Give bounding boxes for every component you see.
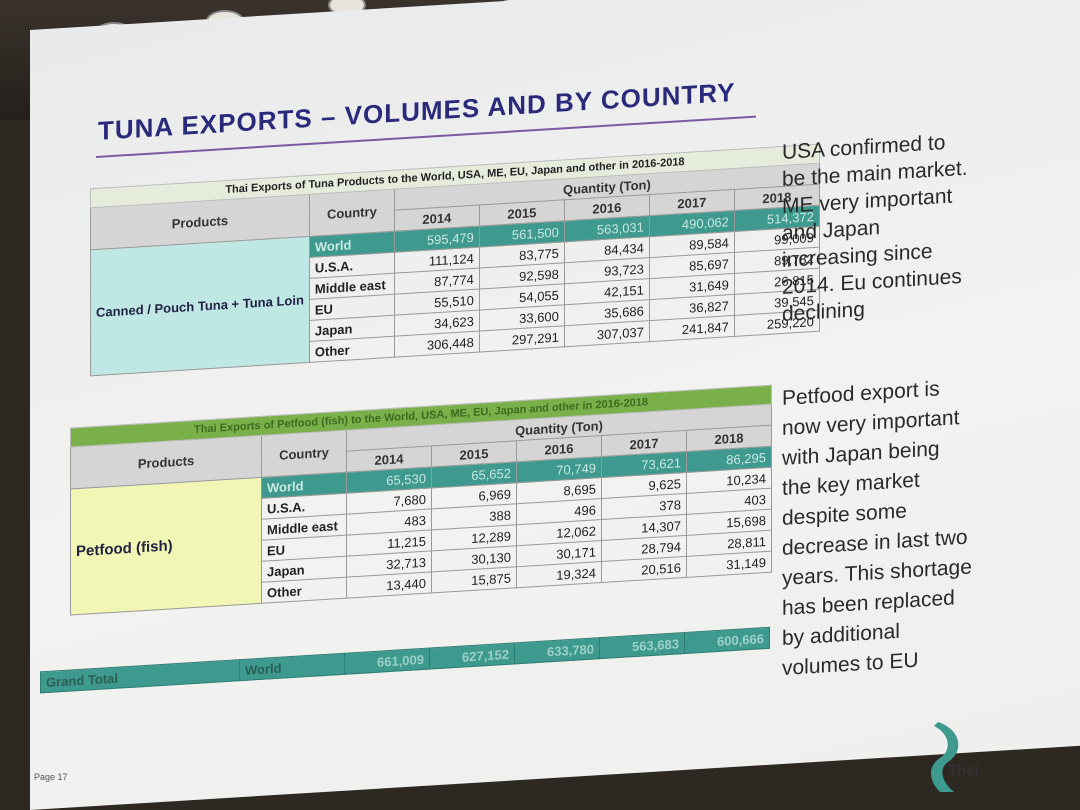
value-cell: 307,037 <box>564 320 650 347</box>
value-cell: 15,875 <box>431 566 517 593</box>
page-number: Page 17 <box>34 772 68 782</box>
tuna-exports-table: Thai Exports of Tuna Products to the Wor… <box>90 144 820 377</box>
grand-total-value: 633,780 <box>514 637 600 664</box>
country-cell: Other <box>309 336 395 363</box>
value-cell: 241,847 <box>649 315 735 342</box>
market-note: USA confirmed to be the main market. ME … <box>782 122 1062 328</box>
product-cell: Petfood (fish) <box>70 477 262 616</box>
country-header: Country <box>261 430 347 478</box>
value-cell: 20,516 <box>601 556 687 583</box>
value-cell: 31,149 <box>686 551 772 578</box>
value-cell: 297,291 <box>479 325 565 353</box>
grand-total-value: 600,666 <box>684 627 770 654</box>
value-cell: 13,440 <box>346 571 432 599</box>
projection-screen: TUNA EXPORTS – VOLUMES AND BY COUNTRY Th… <box>30 0 1080 810</box>
grand-total-row: Grand Total World 661,009 627,152 633,78… <box>40 627 770 694</box>
grand-total-label: Grand Total <box>40 659 240 693</box>
value-cell: 19,324 <box>516 561 602 588</box>
grand-total-country: World <box>239 653 345 681</box>
petfood-exports-table: Thai Exports of Petfood (fish) to the Wo… <box>70 385 772 616</box>
grand-total-value: 627,152 <box>429 642 515 670</box>
petfood-note: Petfood export is now very important wit… <box>782 367 1062 684</box>
country-cell: Other <box>261 577 347 604</box>
product-cell: Canned / Pouch Tuna + Tuna Loin <box>90 236 310 376</box>
country-header: Country <box>309 189 395 237</box>
value-cell: 306,448 <box>394 331 480 358</box>
grand-total-value: 563,683 <box>599 632 685 659</box>
brand-name: Thai <box>948 762 979 779</box>
grand-total-value: 661,009 <box>344 648 430 675</box>
thai-logo-icon <box>910 722 980 797</box>
